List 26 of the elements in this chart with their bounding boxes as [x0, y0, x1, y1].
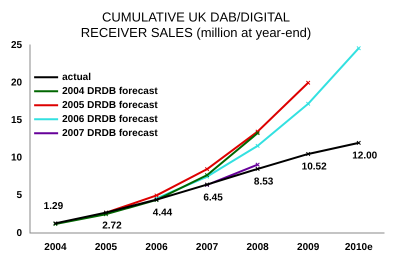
y-tick-label: 0	[16, 228, 23, 239]
legend-label: 2006 DRDB forecast	[62, 114, 158, 125]
y-tick-label: 25	[11, 40, 23, 51]
data-label: 4.44	[152, 207, 173, 218]
x-tick-label: 2009	[297, 242, 320, 253]
data-label: 10.52	[302, 162, 328, 173]
data-label: 12.00	[352, 150, 378, 162]
x-tick-label: 2004	[44, 242, 67, 253]
y-tick-label: 5	[16, 190, 23, 202]
data-label: 2.72	[102, 220, 122, 232]
y-tick-label: 15	[11, 115, 23, 126]
legend-label: 2007 DRDB forecast	[62, 128, 158, 139]
x-tick-label: 2005	[94, 242, 118, 253]
x-tick-label: 2008	[246, 242, 270, 253]
legend-label: 2005 DRDB forecast	[62, 100, 158, 111]
x-tick-label: 2006	[145, 242, 168, 253]
data-label: 6.45	[203, 192, 224, 204]
y-tick-label: 20	[11, 78, 23, 89]
data-label: 8.53	[254, 176, 274, 188]
x-tick-label: 2007	[196, 242, 219, 253]
y-tick-label: 10	[11, 152, 23, 164]
data-label: 1.29	[44, 201, 64, 212]
legend-label: actual	[62, 72, 92, 83]
legend-label: 2004 DRDB forecast	[62, 86, 158, 97]
x-tick-label: 2010e	[344, 242, 374, 253]
chart-title: CUMULATIVE UK DAB/DIGITAL RECEIVER SALES (million at year-end)	[80, 9, 312, 40]
